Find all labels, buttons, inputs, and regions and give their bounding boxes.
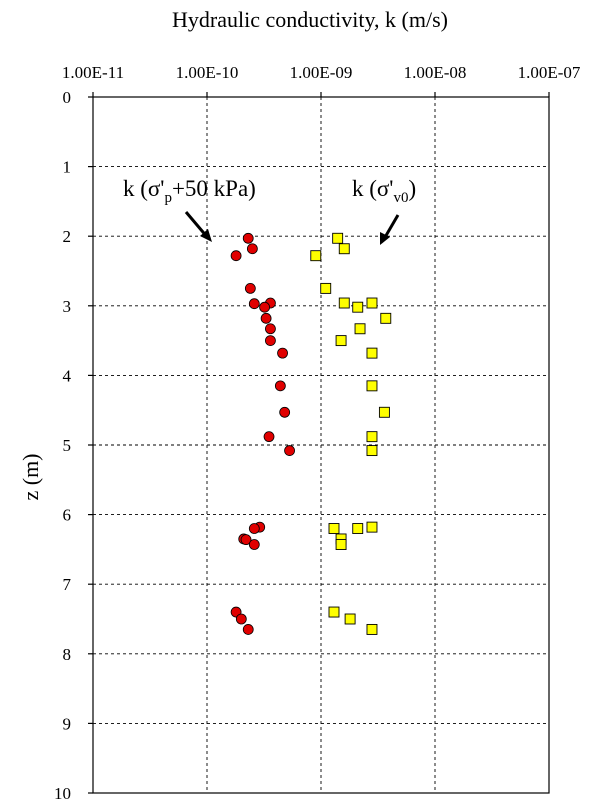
data-point-circle (235, 613, 247, 625)
y-tick-label: 9 (63, 714, 72, 733)
y-tick-label: 4 (63, 366, 72, 385)
data-point-square (352, 523, 364, 534)
annotation-insitu-arrowhead (380, 232, 390, 245)
annotation-insitu-subscript: v0 (393, 190, 408, 206)
data-point-square (332, 232, 344, 244)
x-tick-labels: 1.00E-11 1.00E-10 1.00E-09 1.00E-08 1.00E-07 (62, 63, 581, 82)
data-point-square (380, 312, 392, 324)
data-point-circle (260, 312, 272, 324)
annotation-insitu: k (σ'v0) (352, 176, 416, 245)
annotation-insitu-rest: ) (408, 176, 416, 201)
data-point-circle (279, 406, 291, 418)
chart-title: Hydraulic conductivity, k (m/s) (172, 7, 448, 32)
y-tick-labels: 0 1 2 3 4 5 6 7 8 9 10 (54, 88, 72, 801)
data-point-square (328, 606, 340, 618)
data-point-square (378, 406, 390, 418)
y-tick-label: 10 (54, 784, 71, 801)
y-tick-label: 7 (63, 575, 72, 594)
annotation-insitu-text: k (σ' (352, 176, 393, 201)
x-tick-label: 1.00E-11 (62, 63, 124, 82)
y-tick-label: 1 (63, 158, 72, 177)
grid (93, 97, 549, 793)
data-point-circle (230, 250, 242, 262)
data-point-square (352, 301, 364, 313)
x-tick-label: 1.00E-10 (176, 63, 239, 82)
data-series (230, 232, 392, 635)
y-tick-label: 2 (63, 227, 72, 246)
annotation-preconsolidation-arrowhead (200, 229, 212, 242)
data-point-square (366, 297, 378, 309)
data-point-circle (277, 347, 288, 359)
annotation-preconsolidation-rest: +50 kPa) (172, 176, 256, 201)
axis-ticks (88, 92, 550, 794)
data-point-circle (248, 523, 260, 534)
x-tick-label: 1.00E-08 (404, 63, 467, 82)
y-tick-label: 5 (63, 436, 72, 455)
y-tick-label: 3 (63, 297, 72, 316)
x-tick-label: 1.00E-07 (518, 63, 581, 82)
data-point-square (366, 521, 378, 533)
data-point-square (366, 347, 378, 359)
y-axis-label: z (m) (18, 453, 43, 500)
data-point-square (344, 613, 356, 625)
data-point-square (310, 250, 322, 262)
data-point-square (366, 431, 378, 443)
data-point-circle (263, 431, 275, 443)
data-point-circle (242, 624, 254, 635)
data-point-square (338, 243, 350, 255)
data-point-square (335, 539, 347, 550)
annotation-preconsolidation-label: k (σ'p+50 kPa) (123, 176, 256, 206)
x-tick-label: 1.00E-09 (290, 63, 353, 82)
series-0 (230, 232, 295, 635)
data-point-circle (244, 282, 256, 294)
y-tick-label: 6 (63, 506, 72, 525)
data-point-circle (248, 298, 260, 310)
data-point-square (338, 297, 350, 309)
data-point-circle (284, 445, 295, 456)
data-point-circle (274, 380, 286, 392)
data-point-circle (242, 232, 254, 244)
data-point-square (328, 523, 340, 534)
series-1 (310, 232, 392, 635)
annotation-preconsolidation-subscript: p (164, 190, 172, 206)
data-point-square (366, 445, 378, 457)
annotation-preconsolidation-text: k (σ' (123, 176, 164, 201)
data-point-circle (265, 335, 276, 347)
annotation-insitu-arrow (382, 214, 400, 240)
data-point-circle (259, 301, 270, 313)
y-tick-label: 8 (63, 645, 72, 664)
y-tick-label: 0 (63, 88, 72, 107)
data-point-square (366, 380, 378, 392)
data-point-circle (248, 539, 260, 550)
data-point-square (354, 323, 366, 335)
annotation-preconsolidation: k (σ'p+50 kPa) (123, 176, 256, 242)
data-point-square (335, 335, 347, 347)
annotation-insitu-label: k (σ'v0) (352, 176, 416, 206)
data-point-square (366, 623, 378, 635)
data-point-circle (265, 323, 276, 335)
data-point-circle (246, 243, 258, 255)
data-point-square (320, 282, 332, 294)
data-point-circle (240, 534, 252, 546)
